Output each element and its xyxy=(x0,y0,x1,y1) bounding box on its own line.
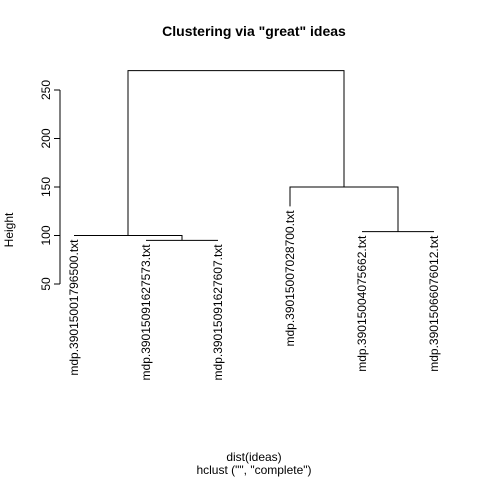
x-axis-label: dist(ideas) xyxy=(226,450,281,464)
leaf-labels: mdp.39015001796500.txt mdp.39015091627573… xyxy=(67,210,441,381)
y-tick-label: 200 xyxy=(39,128,53,148)
chart-title: Clustering via "great" ideas xyxy=(162,23,346,39)
y-tick-label: 50 xyxy=(39,277,53,291)
leaf-label: mdp.39015066076012.txt xyxy=(427,235,441,372)
leaf-label: mdp.39015091627573.txt xyxy=(139,244,153,381)
leaf-label: mdp.39015004075662.txt xyxy=(355,235,369,372)
leaf-label: mdp.39015091627607.txt xyxy=(211,244,225,381)
y-axis: 50 100 150 200 250 xyxy=(39,80,61,291)
method-sublabel: hclust ("", "complete") xyxy=(196,463,311,477)
y-tick-label: 100 xyxy=(39,225,53,245)
leaf-label: mdp.39015007028700.txt xyxy=(283,210,297,347)
y-tick-label: 150 xyxy=(39,177,53,197)
dendrogram-link xyxy=(289,186,399,232)
leaf-label: mdp.39015001796500.txt xyxy=(67,239,81,376)
y-axis-label: Height xyxy=(2,212,16,247)
dendrogram-link xyxy=(74,235,183,241)
y-tick-label: 250 xyxy=(39,80,53,100)
dendrogram-branches xyxy=(74,70,434,241)
dendrogram-link xyxy=(127,70,345,236)
